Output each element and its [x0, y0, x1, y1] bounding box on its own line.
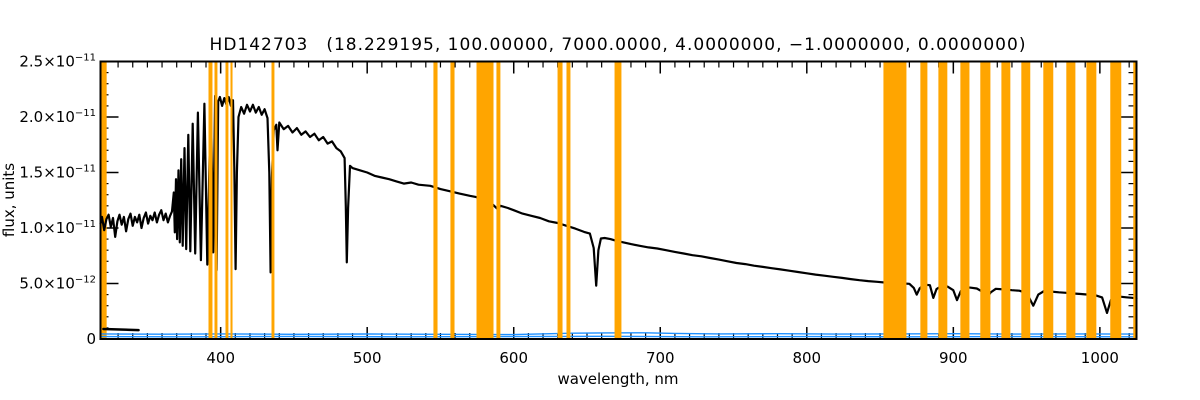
masked-band: [208, 61, 213, 339]
y-tick-exponent: −11: [75, 108, 96, 119]
y-tick-mantissa: 0: [86, 330, 96, 348]
masked-band: [450, 61, 455, 339]
y-tick-exponent: −11: [75, 53, 96, 64]
masked-band: [1110, 61, 1122, 339]
y-tick-label: 1.0×10−11: [19, 219, 96, 237]
stellar-spectrum-line: [99, 94, 1138, 314]
plot-border: [99, 60, 1138, 340]
x-tick-label: 400: [206, 349, 235, 367]
y-tick-mantissa: 2.0×10: [19, 108, 75, 126]
y-tick-label: 1.5×10−11: [19, 164, 96, 182]
masked-band: [1043, 61, 1054, 339]
masked-band: [100, 61, 107, 339]
masked-band: [214, 61, 218, 339]
masked-band: [883, 61, 907, 339]
masked-band: [433, 61, 438, 339]
masked-band: [1021, 61, 1031, 339]
masked-band: [980, 61, 991, 339]
baseline-upper-line: [99, 332, 1138, 336]
y-tick-label: 2.0×10−11: [19, 108, 96, 126]
x-tick-label: 500: [353, 349, 382, 367]
y-tick-mantissa: 2.5×10: [19, 53, 75, 71]
chart-title-params: (18.229195, 100.00000, 7000.0000, 4.0000…: [326, 35, 1026, 55]
masked-band: [1086, 61, 1097, 339]
y-tick-mantissa: 1.5×10: [19, 164, 75, 182]
masked-band: [1133, 61, 1137, 339]
masked-band: [938, 61, 948, 339]
masked-band: [225, 61, 229, 339]
x-tick-label: 1000: [1081, 349, 1119, 367]
y-tick-exponent: −11: [75, 219, 96, 230]
tick-labels: 400 500 600 700 800 900 100005.0×10−121.0×10−1…: [19, 53, 1119, 368]
left-low-segment-line: [102, 327, 140, 332]
masked-band: [271, 61, 275, 339]
y-tick-mantissa: 1.0×10: [19, 219, 75, 237]
x-axis-label: wavelength, nm: [557, 370, 678, 388]
chart-title: HD142703 (18.229195, 100.00000, 7000.0000…: [210, 35, 1027, 55]
masked-band: [230, 61, 233, 339]
masked-band: [496, 61, 501, 339]
masked-bands-under: [100, 61, 107, 339]
y-tick-label: 2.5×10−11: [19, 53, 96, 71]
x-tick-label: 700: [646, 349, 675, 367]
chart-title-star: HD142703: [210, 35, 309, 55]
y-tick-label: 0: [86, 330, 96, 348]
x-tick-label: 800: [792, 349, 821, 367]
masked-band: [960, 61, 970, 339]
masked-band: [1001, 61, 1011, 339]
y-tick-exponent: −11: [75, 164, 96, 175]
plot-frame: [99, 60, 1138, 340]
masked-band: [557, 61, 563, 339]
x-tick-label: 900: [939, 349, 968, 367]
y-tick-mantissa: 5.0×10: [19, 275, 75, 293]
masked-band: [1066, 61, 1076, 339]
masked-bands: [208, 61, 1137, 339]
masked-band: [920, 61, 928, 339]
masked-band: [566, 61, 571, 339]
masked-band: [476, 61, 494, 339]
y-tick-exponent: −12: [75, 275, 96, 286]
y-tick-label: 5.0×10−12: [19, 275, 96, 293]
x-tick-label: 600: [499, 349, 528, 367]
masked-band: [614, 61, 622, 339]
y-axis-label: flux, units: [0, 163, 18, 237]
